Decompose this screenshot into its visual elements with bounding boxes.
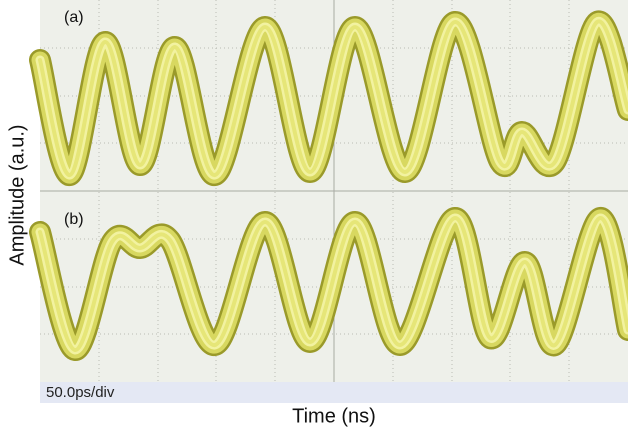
timebase-label: 50.0ps/div <box>46 384 115 401</box>
x-axis-title: Time (ns) <box>292 405 376 427</box>
scope-figure: 50.0ps/div (a) (b) Time (ns) Amplitude (… <box>0 0 628 432</box>
trace-b-label: (b) <box>64 211 84 228</box>
trace-a-label: (a) <box>64 9 84 26</box>
status-bar <box>40 382 628 403</box>
y-axis-title: Amplitude (a.u.) <box>6 124 28 265</box>
